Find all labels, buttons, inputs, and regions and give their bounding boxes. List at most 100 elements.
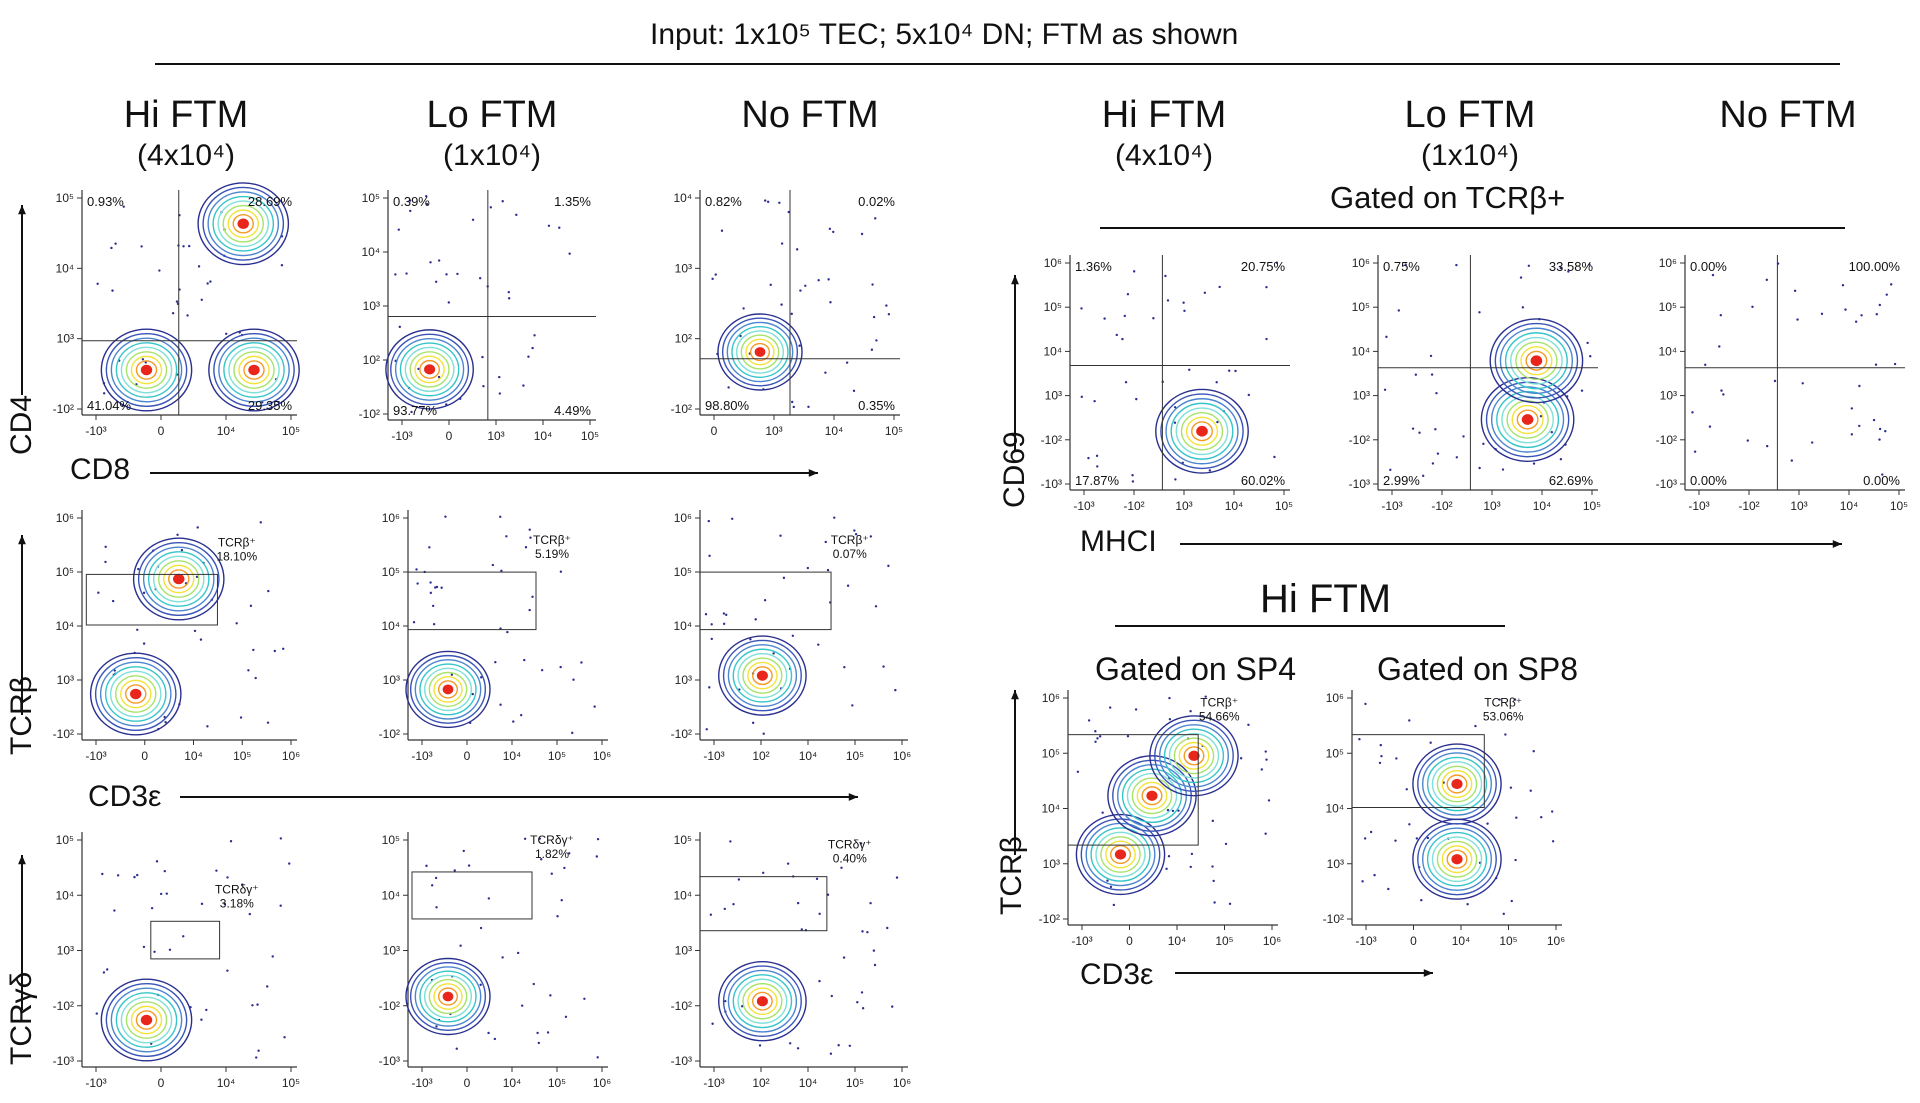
contour-ring bbox=[1451, 854, 1463, 865]
x-tick-label: -10³ bbox=[1688, 499, 1709, 513]
event-dot bbox=[1820, 312, 1824, 316]
event-dot bbox=[467, 864, 471, 867]
gate-box bbox=[699, 876, 828, 932]
event-dot bbox=[282, 647, 285, 651]
event-dot bbox=[410, 410, 413, 414]
event-dot bbox=[739, 334, 742, 338]
y-tick-label: -10² bbox=[1039, 912, 1060, 926]
contour-ring bbox=[233, 351, 275, 389]
y-tick-label: -10² bbox=[53, 727, 74, 741]
event-dot bbox=[1796, 318, 1799, 321]
event-dot bbox=[729, 840, 732, 843]
contour-ring bbox=[1516, 409, 1539, 430]
event-dot bbox=[559, 570, 563, 573]
gate-label: TCRδγ⁺ bbox=[530, 833, 574, 847]
event-dot bbox=[856, 1001, 859, 1004]
mhci-arrow-head bbox=[1832, 540, 1842, 548]
event-dot bbox=[1844, 308, 1847, 311]
contour-ring bbox=[132, 537, 225, 621]
event-dot bbox=[564, 1015, 568, 1019]
contour-ring bbox=[1191, 421, 1213, 442]
event-dot bbox=[818, 912, 821, 916]
x-tick-label: 10⁴ bbox=[1168, 934, 1187, 948]
contour-ring bbox=[157, 560, 200, 598]
contour-ring bbox=[1126, 772, 1178, 819]
y-tick-label: 10⁵ bbox=[1326, 746, 1344, 760]
event-dot bbox=[740, 1005, 744, 1008]
event-dot bbox=[1704, 363, 1707, 366]
event-dot bbox=[266, 721, 270, 724]
y-tick-label: 10² bbox=[363, 353, 380, 367]
event-dot bbox=[1380, 754, 1383, 758]
contour-ring bbox=[419, 970, 477, 1023]
event-dot bbox=[1094, 740, 1097, 744]
quadrant-upper-left: 0.75% bbox=[1383, 259, 1420, 274]
event-dot bbox=[568, 252, 571, 255]
event-dot bbox=[872, 315, 876, 319]
event-dot bbox=[529, 536, 532, 539]
contour-ring bbox=[742, 982, 783, 1020]
event-dot bbox=[1539, 415, 1543, 418]
event-dot bbox=[429, 591, 432, 595]
event-dot bbox=[1094, 730, 1097, 733]
event-dot bbox=[1893, 362, 1897, 366]
event-dot bbox=[1405, 788, 1408, 791]
gate-label: TCRβ⁺ bbox=[533, 533, 571, 547]
y-tick-label: 10³ bbox=[1660, 389, 1677, 403]
x-tick-label: 10⁴ bbox=[503, 749, 522, 763]
x-tick-label: 10⁶ bbox=[1263, 934, 1281, 948]
hi-ftm-rule bbox=[1115, 625, 1505, 627]
event-dot bbox=[1501, 468, 1505, 471]
y-tick-label: 10³ bbox=[383, 944, 400, 958]
event-dot bbox=[209, 280, 212, 283]
event-dot bbox=[866, 930, 869, 934]
contour-ring bbox=[130, 1005, 163, 1035]
contour-ring bbox=[737, 652, 788, 699]
event-dot bbox=[153, 950, 156, 954]
x-tick-label: 0 bbox=[464, 749, 471, 763]
quadrant-lower-left: 0.00% bbox=[1690, 473, 1727, 488]
event-dot bbox=[891, 1005, 894, 1008]
gate-value: 1.82% bbox=[535, 847, 569, 861]
x-tick-label: -10³ bbox=[1073, 499, 1094, 513]
event-dot bbox=[1395, 757, 1398, 760]
event-dot bbox=[409, 209, 412, 213]
event-dot bbox=[596, 1056, 599, 1059]
event-dot bbox=[1383, 388, 1387, 391]
event-dot bbox=[1275, 261, 1279, 264]
event-dot bbox=[817, 279, 820, 282]
event-dot bbox=[1216, 420, 1219, 424]
event-dot bbox=[96, 282, 99, 286]
event-dot bbox=[824, 371, 827, 374]
event-dot bbox=[817, 643, 820, 646]
panel-tcrgd_no: -10³ 10² 10⁴ 10⁵ 10⁶ 10⁵ 10⁴ 10³ -10² -10³ TCRδγ⁺0… bbox=[671, 832, 911, 1090]
contour-ring bbox=[137, 541, 220, 617]
event-dot bbox=[1860, 314, 1863, 317]
event-dot bbox=[102, 971, 106, 974]
contour-ring bbox=[120, 346, 173, 394]
event-dot bbox=[226, 876, 229, 879]
event-dot bbox=[1510, 899, 1513, 903]
y-tick-label: 10⁵ bbox=[56, 565, 74, 579]
contour-ring bbox=[414, 659, 482, 720]
x-tick-label: 10⁶ bbox=[1547, 934, 1565, 948]
event-dot bbox=[1502, 912, 1505, 916]
contour-ring bbox=[114, 675, 157, 713]
event-dot bbox=[200, 1018, 203, 1021]
contour-ring bbox=[1158, 724, 1229, 788]
contour-ring bbox=[140, 1014, 153, 1026]
quadrant-upper-left: 0.93% bbox=[87, 194, 124, 209]
event-dot bbox=[1875, 313, 1878, 316]
contour-ring bbox=[152, 555, 205, 603]
event-dot bbox=[782, 576, 786, 580]
event-dot bbox=[196, 526, 199, 529]
event-dot bbox=[431, 604, 435, 608]
contour-ring bbox=[104, 666, 167, 722]
event-dot bbox=[215, 869, 218, 872]
panel-tcrb_no: -10³ 10² 10⁴ 10⁵ 10⁶ 10⁶ 10⁵ 10⁴ 10³ -10² TCRβ⁺0.0… bbox=[671, 510, 911, 763]
y-tick-label: -10² bbox=[53, 999, 74, 1013]
event-dot bbox=[150, 1042, 153, 1045]
contour-ring bbox=[1100, 836, 1141, 873]
contour-ring bbox=[1170, 402, 1234, 460]
event-dot bbox=[455, 1047, 458, 1050]
